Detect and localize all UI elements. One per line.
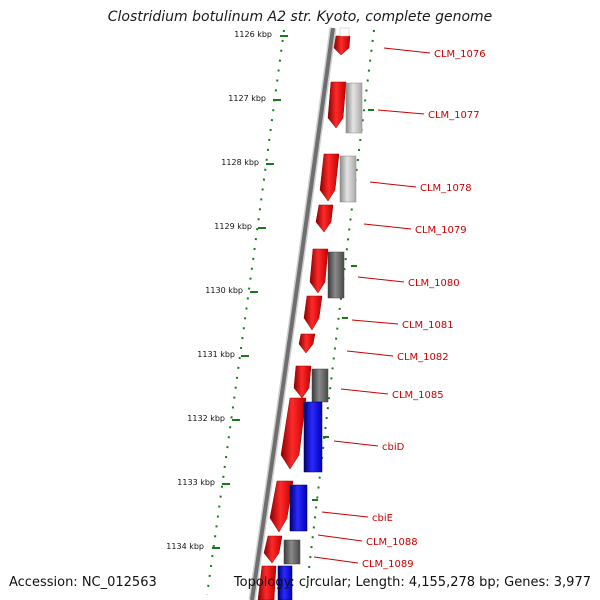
feature-block <box>345 82 363 134</box>
leader-line <box>377 109 425 115</box>
cds-arrow <box>263 535 283 564</box>
gene-label: CLM_1089 <box>362 559 414 570</box>
leader-line <box>313 556 359 564</box>
gene-label: CLM_1080 <box>408 278 460 289</box>
gene-label: CLM_1079 <box>415 225 467 236</box>
feature-block <box>283 539 301 565</box>
map-title: Clostridium botulinum A2 str. Kyoto, com… <box>107 9 493 25</box>
feature-block <box>311 368 329 403</box>
cds-arrow <box>333 35 351 56</box>
topology-text: Topology: circular; Length: 4,155,278 bp… <box>233 575 591 590</box>
gene-features <box>257 27 363 600</box>
label-leader-lines <box>313 47 431 564</box>
scale-tick-label: 1130 kbp <box>205 286 243 295</box>
scale-tick-label: 1129 kbp <box>214 222 252 231</box>
leader-line <box>369 181 417 188</box>
gene-label: CLM_1081 <box>402 320 454 331</box>
cds-arrow <box>319 153 340 202</box>
scale-tick-label: 1126 kbp <box>234 30 272 39</box>
cds-arrow <box>298 333 316 354</box>
gene-label: CLM_1082 <box>397 352 449 363</box>
leader-line <box>351 319 399 325</box>
leader-line <box>317 534 363 542</box>
feature-block <box>277 565 293 600</box>
cds-arrow <box>303 295 323 331</box>
cds-arrow <box>269 480 294 533</box>
gene-label: cbiE <box>372 513 393 524</box>
scale-tick-label: 1127 kbp <box>228 94 266 103</box>
feature-block <box>289 484 308 532</box>
scale-tick-label: 1134 kbp <box>166 542 204 551</box>
gene-label: CLM_1088 <box>366 537 418 548</box>
gene-label: CLM_1077 <box>428 110 480 121</box>
cds-arrow <box>280 397 307 470</box>
scale-tick-label: 1128 kbp <box>221 158 259 167</box>
cds-arrow <box>257 565 277 600</box>
leader-line <box>363 223 412 230</box>
feature-anchor-ticks <box>312 109 374 501</box>
cds-block <box>339 27 350 37</box>
cds-arrow <box>327 81 347 129</box>
leader-line <box>321 511 369 518</box>
cds-arrow <box>309 248 329 294</box>
leader-line <box>383 47 431 54</box>
gene-label: CLM_1085 <box>392 390 444 401</box>
leader-line <box>346 350 394 357</box>
scale-tick-label: 1131 kbp <box>197 350 235 359</box>
cds-arrow <box>315 204 334 233</box>
leader-line <box>340 388 389 395</box>
accession-text: Accession: NC_012563 <box>9 575 157 590</box>
leader-line <box>357 276 405 283</box>
genome-backbone-core <box>250 27 335 600</box>
feature-block <box>339 155 357 203</box>
cds-arrow <box>293 365 312 399</box>
gene-label: cbiD <box>382 442 405 453</box>
leader-line <box>333 440 379 447</box>
gene-label: CLM_1078 <box>420 183 472 194</box>
scale-tick-marks <box>212 35 288 549</box>
scale-tick-label: 1132 kbp <box>187 414 225 423</box>
feature-block <box>303 401 323 473</box>
scale-tick-label: 1133 kbp <box>177 478 215 487</box>
gene-label: CLM_1076 <box>434 49 486 60</box>
feature-block <box>327 251 345 299</box>
